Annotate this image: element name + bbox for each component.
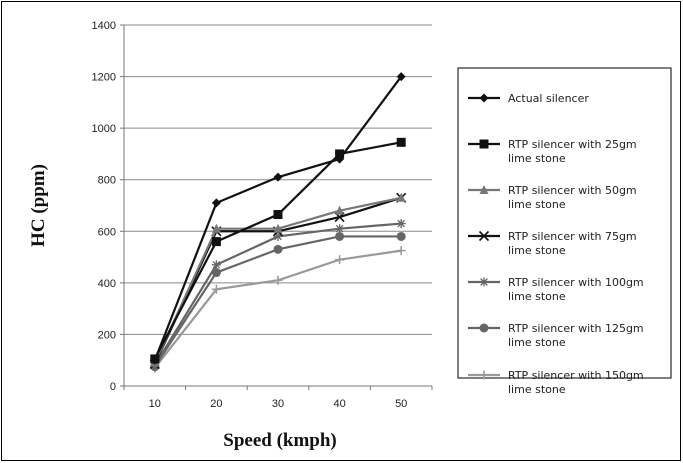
data-point	[150, 355, 160, 365]
data-point	[273, 223, 283, 233]
legend-label: lime stone	[508, 290, 566, 303]
x-tick-label: 30	[272, 398, 284, 410]
data-point	[211, 223, 221, 233]
data-point	[211, 198, 221, 208]
y-tick-label: 800	[98, 175, 116, 187]
legend-label: RTP silencer with 50gm	[508, 184, 637, 197]
x-tick-label: 40	[333, 398, 345, 410]
legend-label: RTP silencer with 125gm	[508, 322, 644, 335]
data-point	[479, 185, 489, 194]
x-axis: 10 20 30 40 50	[123, 385, 433, 410]
data-point	[335, 255, 345, 265]
data-point	[396, 219, 406, 229]
legend-label: Actual silencer	[508, 92, 589, 105]
data-point	[479, 139, 489, 149]
data-point	[335, 154, 345, 164]
legend-label: RTP silencer with 75gm	[508, 230, 637, 243]
legend-label: RTP silencer with 150gm	[508, 369, 644, 382]
legend-item-1: Actual silencer	[468, 92, 589, 105]
y-tick-label: 1000	[92, 123, 116, 135]
data-point	[396, 192, 406, 202]
series-layer	[149, 72, 407, 373]
data-point	[479, 93, 489, 103]
series-3	[150, 192, 406, 367]
data-point	[396, 137, 406, 147]
series-6	[150, 231, 406, 372]
data-point	[335, 231, 345, 241]
data-point	[273, 210, 283, 220]
legend-label: RTP silencer with 100gm	[508, 276, 644, 289]
y-tick-label: 0	[110, 381, 116, 393]
data-point	[273, 231, 283, 241]
x-tick-label: 50	[395, 398, 407, 410]
legend-label: lime stone	[508, 152, 566, 165]
y-axis-title: HC (ppm)	[28, 164, 49, 247]
series-1	[150, 72, 406, 365]
legend-label: lime stone	[508, 198, 566, 211]
legend-label: lime stone	[508, 244, 566, 257]
y-tick-label: 200	[98, 329, 116, 341]
data-point	[479, 323, 489, 333]
data-point	[211, 237, 221, 247]
data-point	[211, 260, 221, 270]
x-tick-label: 20	[210, 398, 222, 410]
data-point	[273, 172, 283, 182]
data-point	[273, 244, 283, 254]
x-tick-label: 10	[149, 398, 161, 410]
data-point	[478, 230, 490, 242]
data-point	[335, 224, 345, 234]
data-point	[396, 246, 406, 256]
legend-box	[457, 67, 672, 379]
data-point	[273, 275, 283, 285]
x-axis-title: Speed (kmph)	[223, 430, 337, 451]
data-point	[479, 277, 489, 287]
y-tick-label: 600	[98, 226, 116, 238]
y-axis: 0 200 400 600 800 1000 1200 1400	[92, 20, 125, 393]
data-point	[396, 72, 406, 82]
data-point	[211, 284, 221, 294]
y-tick-label: 1200	[92, 72, 116, 84]
y-tick-label: 1400	[92, 20, 116, 32]
data-point	[335, 205, 345, 215]
data-point	[396, 231, 406, 241]
series-line	[153, 222, 402, 366]
legend-label: RTP silencer with 25gm	[508, 138, 637, 151]
data-point	[335, 149, 345, 159]
legend-label: lime stone	[508, 383, 566, 396]
legend-label: lime stone	[508, 336, 566, 349]
data-point	[479, 370, 489, 380]
y-tick-label: 400	[98, 278, 116, 290]
